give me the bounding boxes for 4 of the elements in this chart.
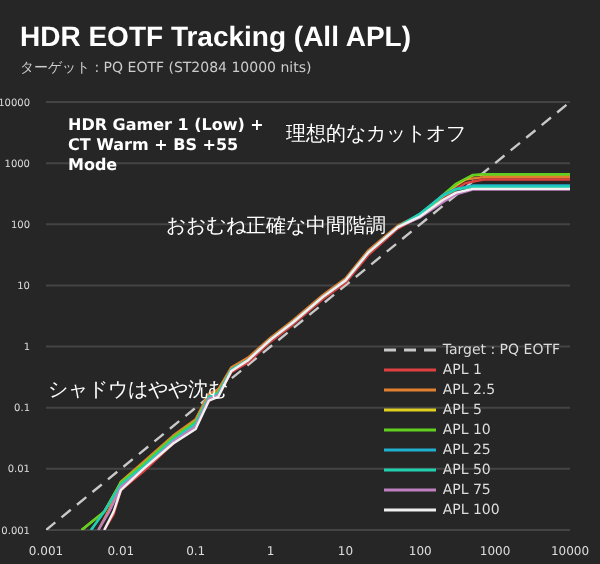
annotation: 理想的なカットオフ bbox=[284, 124, 468, 149]
annotation: おおむね正確な中間階調 bbox=[164, 216, 388, 241]
chart-title: HDR EOTF Tracking (All APL) bbox=[20, 20, 411, 52]
annotation: HDR Gamer 1 (Low) + CT Warm + BS +55 Mode bbox=[68, 116, 266, 176]
